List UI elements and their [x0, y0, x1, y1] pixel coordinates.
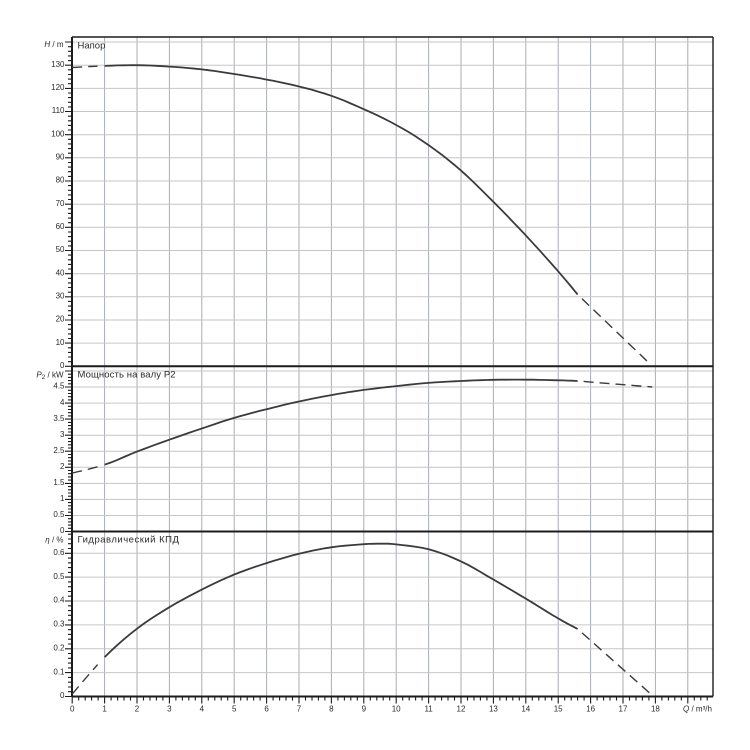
svg-text:90: 90	[56, 153, 65, 162]
svg-text:9: 9	[362, 705, 367, 714]
svg-text:130: 130	[51, 60, 65, 69]
svg-text:0.1: 0.1	[53, 667, 65, 676]
svg-text:Напор: Напор	[78, 41, 106, 52]
svg-text:0: 0	[70, 705, 75, 714]
svg-text:0.6: 0.6	[53, 548, 65, 557]
svg-text:110: 110	[52, 106, 65, 115]
svg-text:η / %: η / %	[45, 536, 63, 545]
svg-text:3.5: 3.5	[53, 414, 65, 423]
svg-text:3: 3	[60, 430, 65, 439]
svg-text:16: 16	[586, 705, 595, 714]
svg-text:Гидравлический КПД: Гидравлический КПД	[78, 535, 180, 546]
svg-text:120: 120	[51, 83, 65, 92]
svg-text:7: 7	[297, 705, 302, 714]
svg-text:P2 / kW: P2 / kW	[36, 371, 64, 382]
svg-text:Q / m³/h: Q / m³/h	[683, 705, 712, 714]
svg-text:70: 70	[56, 199, 65, 208]
svg-text:0.5: 0.5	[53, 572, 65, 581]
svg-text:30: 30	[56, 292, 65, 301]
svg-text:5: 5	[232, 705, 237, 714]
svg-text:4: 4	[60, 398, 65, 407]
svg-text:15: 15	[554, 705, 563, 714]
svg-text:10: 10	[56, 338, 65, 347]
svg-text:12: 12	[457, 705, 466, 714]
svg-text:60: 60	[56, 222, 65, 231]
svg-text:4: 4	[200, 705, 205, 714]
svg-text:20: 20	[56, 315, 65, 324]
svg-text:4.5: 4.5	[53, 382, 65, 391]
svg-text:40: 40	[56, 268, 65, 277]
svg-text:50: 50	[56, 245, 65, 254]
svg-text:0: 0	[60, 691, 65, 700]
svg-text:8: 8	[329, 705, 334, 714]
svg-text:1.5: 1.5	[53, 478, 65, 487]
svg-text:18: 18	[651, 705, 660, 714]
svg-text:0: 0	[60, 361, 65, 370]
svg-text:0.4: 0.4	[53, 596, 65, 605]
svg-text:0: 0	[60, 526, 65, 535]
svg-text:100: 100	[51, 129, 65, 138]
svg-text:11: 11	[424, 705, 433, 714]
svg-text:80: 80	[56, 176, 65, 185]
svg-text:Мощность на валу P2: Мощность на валу P2	[78, 370, 176, 381]
svg-text:0.5: 0.5	[53, 510, 65, 519]
svg-text:2.5: 2.5	[53, 446, 65, 455]
svg-text:H / m: H / m	[44, 40, 63, 49]
svg-text:1: 1	[60, 494, 65, 503]
svg-text:3: 3	[167, 705, 172, 714]
svg-text:0.2: 0.2	[53, 644, 65, 653]
svg-text:2: 2	[135, 705, 140, 714]
svg-text:2: 2	[60, 462, 65, 471]
svg-text:14: 14	[521, 705, 530, 714]
svg-text:13: 13	[489, 705, 498, 714]
svg-text:17: 17	[619, 705, 628, 714]
svg-text:10: 10	[392, 705, 401, 714]
svg-text:0.3: 0.3	[53, 620, 65, 629]
svg-text:1: 1	[102, 705, 107, 714]
svg-text:6: 6	[264, 705, 269, 714]
